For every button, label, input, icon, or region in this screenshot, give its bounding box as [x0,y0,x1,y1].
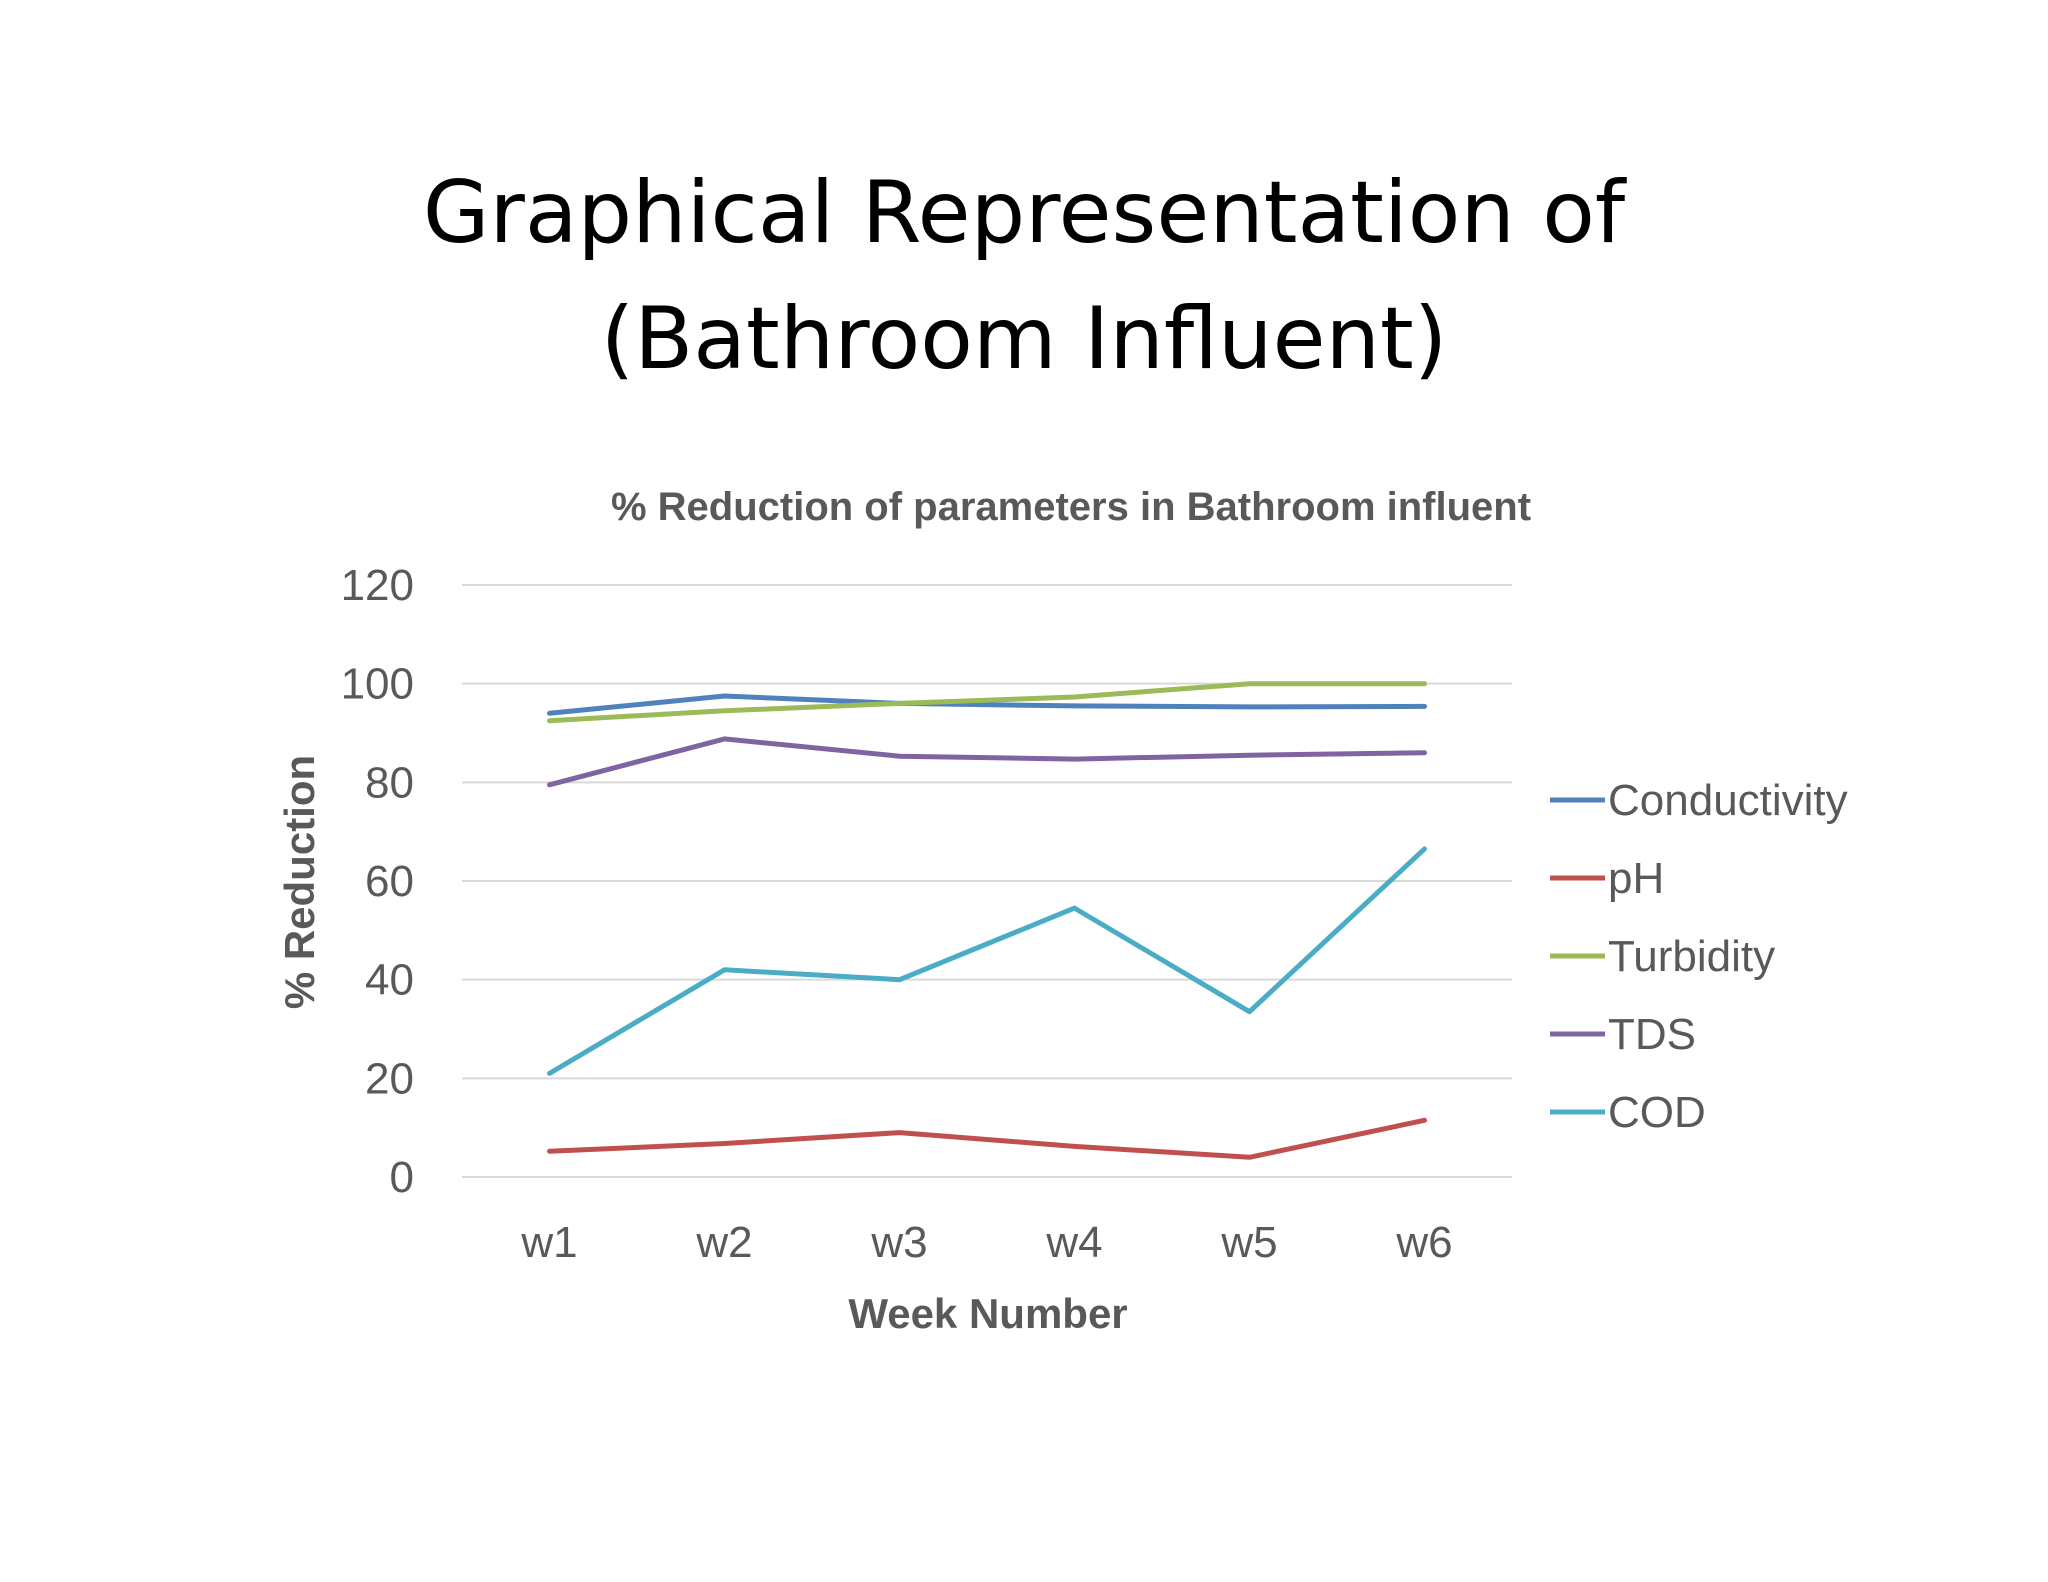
y-tick-label-60: 60 [365,857,414,906]
y-tick-label-80: 80 [365,758,414,807]
x-tick-label-w1: w1 [520,1218,577,1267]
y-axis-ticks: 0 20 40 60 80 100 120 [341,561,414,1202]
series-line-turbidity [547,681,1427,724]
gridlines [462,584,1512,1178]
x-tick-label-w5: w5 [1220,1218,1277,1267]
series-line-ph [547,1117,1427,1160]
x-tick-label-w2: w2 [695,1218,752,1267]
x-tick-label-w4: w4 [1045,1218,1102,1267]
x-tick-label-w6: w6 [1395,1218,1452,1267]
chart-title: % Reduction of parameters in Bathroom in… [611,485,1531,529]
x-axis-ticks: w1 w2 w3 w4 w5 w6 [520,1218,1452,1267]
y-tick-label-20: 20 [365,1054,414,1103]
x-tick-label-w3: w3 [870,1218,927,1267]
slide-title-line-1: Graphical Representation of [422,163,1626,263]
legend-label-turbidity: Turbidity [1608,932,1775,981]
y-tick-label-120: 120 [341,561,414,610]
slide-title: Graphical Representation of (Bathroom In… [0,150,2048,402]
series-line-tds [547,736,1427,788]
legend-label-cod: COD [1608,1088,1706,1137]
y-tick-label-100: 100 [341,660,414,709]
legend: Conductivity pH Turbidity TDS COD [1550,776,1848,1137]
y-tick-label-40: 40 [365,956,414,1005]
legend-label-conductivity: Conductivity [1608,776,1848,825]
y-axis-title: % Reduction [276,755,323,1009]
y-tick-label-0: 0 [390,1153,414,1202]
legend-label-tds: TDS [1608,1010,1696,1059]
series-line-conductivity [547,693,1427,716]
series-line-cod [547,846,1427,1076]
slide-title-line-2: (Bathroom Influent) [600,289,1448,389]
legend-label-ph: pH [1608,854,1664,903]
series-lines [547,681,1427,1160]
x-axis-title: Week Number [848,1290,1127,1337]
